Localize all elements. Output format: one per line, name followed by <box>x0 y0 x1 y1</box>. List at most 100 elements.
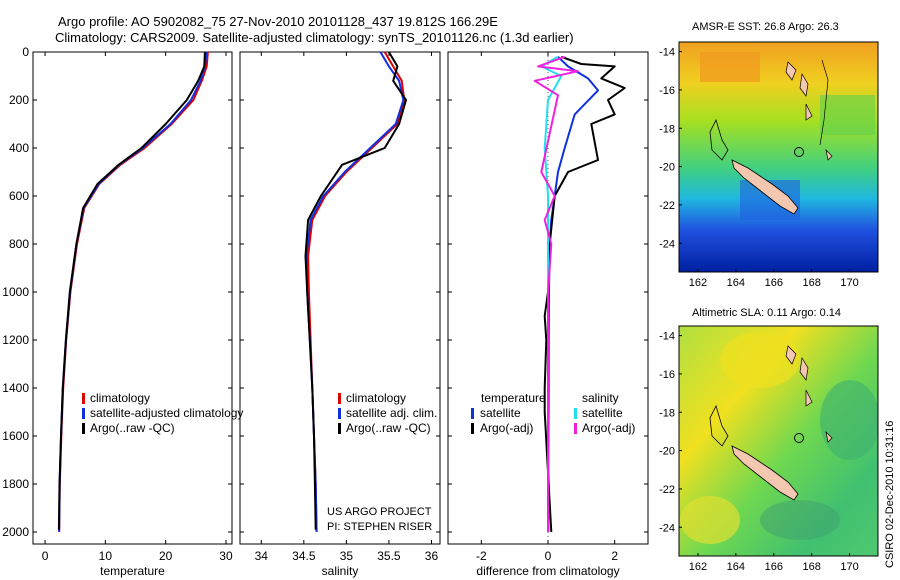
sla-map-lon-label: 164 <box>727 561 745 573</box>
side-timestamp: CSIRO 02-Dec-2010 10:31:16 <box>884 421 896 568</box>
sst-warm-patch <box>700 52 760 82</box>
salinity-xtick-label: 35.5 <box>377 549 401 563</box>
sla-map-lon-label: 162 <box>689 561 707 573</box>
salinity-xlabel: salinity <box>322 564 359 578</box>
credit-project: US ARGO PROJECT <box>327 506 432 518</box>
sst-map-image <box>679 42 878 272</box>
sla-map-lon-label: 170 <box>840 561 858 573</box>
sla-map-lon-label: 168 <box>802 561 820 573</box>
sst-map-lat-label: -22 <box>659 200 675 212</box>
depth-tick-label: 1000 <box>2 285 29 299</box>
legend-swatch-temp-satellite <box>471 408 474 419</box>
temperature-xlabel: temperature <box>100 564 165 578</box>
reef-outline <box>709 118 729 161</box>
sst-map-lat-label: -14 <box>659 47 675 59</box>
temperature-series-argo-raw-qc <box>57 51 206 530</box>
sla-map-lat-label: -14 <box>659 331 675 343</box>
sst-map-lon-label: 168 <box>802 277 820 289</box>
difference-series-temperature-argo-adj <box>543 55 626 533</box>
sst-map-lon-label: 170 <box>840 277 858 289</box>
depth-tick-label: 800 <box>9 237 29 251</box>
salinity-xtick-label: 34.5 <box>292 549 316 563</box>
legend-swatch-temp-argo <box>471 423 474 434</box>
sla-map-image <box>679 326 878 556</box>
sla-map-lat-label: -24 <box>659 522 675 534</box>
legend-label-satellite-adj: satellite adj. clim. <box>346 406 437 420</box>
difference-xlabel: difference from climatology <box>476 564 619 578</box>
depth-tick-label: 200 <box>9 93 29 107</box>
temperature-xtick-label: 30 <box>219 549 233 563</box>
sst-map-lat-label: -16 <box>659 85 675 97</box>
depth-tick-label: 1400 <box>2 381 29 395</box>
legend-label-sal-argo: Argo(-adj) <box>582 421 635 435</box>
sst-map-axes: 162 164 166 168 170 -14 -16 -18 -20 -22 -24 <box>659 47 859 289</box>
legend-label-sal-satellite: satellite <box>582 406 623 420</box>
difference-legend: temperature salinity satellite Argo(-adj… <box>471 391 635 435</box>
legend-swatch-satellite <box>82 408 85 419</box>
salinity-series-satellite-adj-clim <box>305 51 405 533</box>
legend-label-temp-satellite: satellite <box>480 406 521 420</box>
sla-high-patch <box>720 332 800 388</box>
salinity-series-climatology <box>307 51 406 533</box>
depth-tick-label: 1800 <box>2 477 29 491</box>
sst-map-lat-label: -24 <box>659 238 675 250</box>
temperature-series-satellite-adjusted-climatology <box>58 51 208 533</box>
legend-swatch-climatology <box>82 393 85 404</box>
legend-header-salinity: salinity <box>582 391 619 405</box>
depth-tick-label: 2000 <box>2 525 29 539</box>
sla-map-frame <box>678 325 879 557</box>
argo-position-marker <box>794 433 804 443</box>
difference-xtick-label: 0 <box>545 549 552 563</box>
sst-map-lon-label: 162 <box>689 277 707 289</box>
legend-swatch-climatology <box>338 393 341 404</box>
temperature-series-climatology <box>58 51 209 533</box>
sla-low-patch <box>820 380 878 460</box>
sst-map-lat-label: -20 <box>659 162 675 174</box>
sla-map-lat-label: -16 <box>659 369 675 381</box>
temperature-xtick-label: 10 <box>99 549 113 563</box>
salinity-panel-frame <box>239 51 441 545</box>
depth-tick-label: 600 <box>9 189 29 203</box>
profile-axes: 0 10 20 30 temperature 0 200 400 600 800 1000 1200 1… <box>2 45 648 578</box>
depth-tick-label: 0 <box>22 45 29 59</box>
sla-map-lat-label: -20 <box>659 446 675 458</box>
sla-map-lon-label: 166 <box>765 561 783 573</box>
sst-map-lat-label: -18 <box>659 123 675 135</box>
profile-series <box>57 51 626 533</box>
legend-swatch-argo <box>338 423 341 434</box>
sst-map-lon-label: 164 <box>727 277 745 289</box>
legend-label-climatology: climatology <box>346 391 406 405</box>
island-arc-outline <box>819 59 829 146</box>
legend-swatch-satellite <box>338 408 341 419</box>
difference-xtick-label: 2 <box>611 549 618 563</box>
legend-label-argo: Argo(..raw -QC) <box>346 421 431 435</box>
depth-tick-label: 1600 <box>2 429 29 443</box>
legend-swatch-argo <box>82 423 85 434</box>
difference-series-temperature-satellite <box>547 56 599 532</box>
depth-tick-label: 1200 <box>2 333 29 347</box>
legend-label-temp-argo: Argo(-adj) <box>480 421 533 435</box>
depth-tick-label: 400 <box>9 141 29 155</box>
argo-position-marker <box>794 147 804 157</box>
figure-title-line1: Argo profile: AO 5902082_75 27-Nov-2010 … <box>58 14 498 29</box>
salinity-xtick-label: 35 <box>340 549 354 563</box>
sst-map-frame <box>678 41 879 273</box>
vanuatu-islands <box>785 345 833 443</box>
sla-high-patch-south <box>680 496 740 544</box>
temperature-panel-frame <box>32 51 233 545</box>
salinity-series-argo-raw-qc <box>304 51 407 530</box>
new-caledonia-island <box>731 445 799 501</box>
sla-map-title: Altimetric SLA: 0.11 Argo: 0.14 <box>692 307 841 319</box>
sla-map-axes: 162 164 166 168 170 -14 -16 -18 -20 -22 -24 <box>659 331 859 573</box>
temperature-xtick-label: 20 <box>159 549 173 563</box>
sla-map-lat-label: -18 <box>659 407 675 419</box>
legend-label-argo: Argo(..raw -QC) <box>90 421 175 435</box>
new-caledonia-island <box>731 159 799 215</box>
sst-green-patch <box>820 95 875 135</box>
temperature-legend: climatology satellite-adjusted climatolo… <box>82 391 243 435</box>
figure-title-line2: Climatology: CARS2009. Satellite-adjuste… <box>55 30 574 45</box>
credit-pi: PI: STEPHEN RISER <box>327 521 432 533</box>
salinity-xtick-label: 36 <box>425 549 439 563</box>
salinity-xtick-label: 34 <box>255 549 269 563</box>
